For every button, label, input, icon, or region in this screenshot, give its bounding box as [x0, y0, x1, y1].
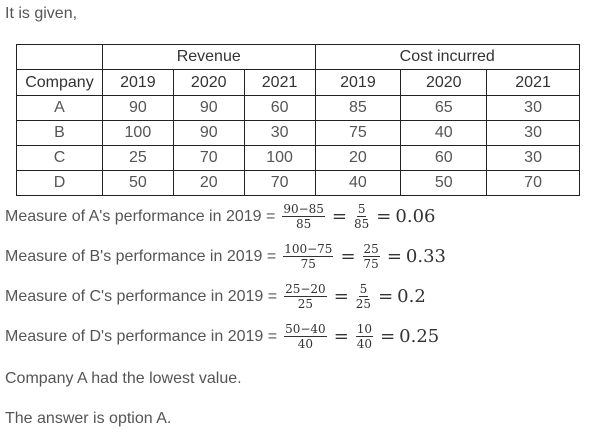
denominator: 25	[297, 297, 314, 311]
measure-line-d: Measure of D's performance in 2019 = 50−…	[5, 323, 439, 350]
equals-sign: =	[333, 286, 349, 307]
fraction: 90−85 85	[282, 203, 325, 230]
column-header: 2019	[314, 69, 402, 96]
table-cell: 20	[172, 170, 245, 196]
table-cell: 65	[400, 95, 488, 121]
group-header-revenue: Revenue	[101, 44, 316, 70]
table-cell: C	[16, 145, 103, 171]
table-cell: B	[16, 120, 103, 146]
fraction: 100−75 75	[283, 242, 334, 271]
denominator: 75	[300, 257, 316, 271]
equals-sign: =	[380, 326, 396, 347]
table-cell: 85	[314, 95, 402, 121]
table-cell: 50	[400, 170, 488, 196]
table-cell: 20	[314, 145, 402, 171]
fraction: 50−40 40	[284, 323, 327, 350]
table-cell: 70	[486, 170, 580, 196]
table-cell: 60	[400, 145, 488, 171]
equals-sign: =	[376, 206, 392, 227]
answer-text: The answer is option A.	[5, 410, 172, 427]
formula: 90−85 85 = 5 85 = 0.06	[279, 203, 435, 230]
fraction: 25−20 25	[284, 283, 327, 310]
group-header-cost: Cost incurred	[314, 44, 581, 70]
group-header-row: Revenue Cost incurred	[16, 44, 581, 70]
formula: 50−40 40 = 10 40 = 0.25	[281, 323, 439, 350]
table-cell: D	[16, 170, 103, 196]
table-cell: 30	[486, 145, 580, 171]
intro-text: It is given,	[5, 5, 78, 22]
numerator: 5	[356, 202, 367, 217]
numerator: 25	[362, 242, 380, 257]
fraction: 5 85	[354, 203, 369, 230]
table-cell: 90	[101, 95, 174, 121]
table-cell: 100	[101, 120, 174, 146]
formula: 25−20 25 = 5 25 = 0.2	[281, 283, 426, 310]
equals-sign: =	[331, 206, 348, 227]
table-cell: 100	[243, 145, 316, 171]
result-value: 0.25	[399, 326, 440, 347]
table-row: C 25 70 100 20 60 30	[16, 145, 580, 171]
column-header: 2019	[101, 69, 174, 96]
result-value: 0.06	[395, 206, 436, 227]
table-cell: 90	[172, 120, 245, 146]
column-header: 2021	[486, 69, 580, 96]
data-table: Revenue Cost incurred Company 2019 2020 …	[16, 44, 581, 196]
group-header-empty	[16, 44, 103, 70]
fraction: 5 25	[356, 283, 371, 310]
numerator: 100−75	[283, 242, 334, 257]
table-cell: 60	[243, 95, 316, 121]
column-header: Company	[16, 69, 103, 96]
column-header: 2020	[400, 69, 488, 96]
numerator: 5	[358, 282, 369, 297]
measure-line-a: Measure of A's performance in 2019 = 90−…	[5, 203, 435, 230]
denominator: 25	[355, 297, 372, 311]
result-value: 0.2	[397, 286, 426, 307]
table-cell: 40	[314, 170, 402, 196]
column-header: 2021	[243, 69, 316, 96]
table-cell: 30	[486, 95, 580, 121]
table-row: D 50 20 70 40 50 70	[16, 170, 580, 196]
fraction: 25 75	[362, 242, 380, 271]
denominator: 40	[297, 337, 314, 351]
table-cell: 50	[101, 170, 174, 196]
numerator: 10	[355, 322, 374, 337]
column-header-row: Company 2019 2020 2021 2019 2020 2021	[16, 69, 580, 96]
table-cell: 70	[172, 145, 245, 171]
equals-sign: =	[333, 326, 349, 347]
numerator: 50−40	[284, 322, 327, 337]
formula: 100−75 75 = 25 75 = 0.33	[280, 243, 446, 270]
fraction: 10 40	[355, 322, 374, 351]
measure-label: Measure of A's performance in 2019 =	[5, 207, 276, 225]
result-value: 0.33	[405, 246, 446, 267]
column-header: 2020	[172, 69, 245, 96]
table-cell: 70	[243, 170, 316, 196]
numerator: 90−85	[282, 202, 325, 217]
denominator: 75	[363, 257, 379, 271]
table-cell: A	[16, 95, 103, 121]
table-row: B 100 90 30 75 40 30	[16, 120, 580, 146]
table-cell: 30	[243, 120, 316, 146]
equals-sign: =	[386, 246, 402, 267]
measure-line-c: Measure of C's performance in 2019 = 25−…	[5, 283, 426, 310]
denominator: 85	[354, 217, 370, 231]
equals-sign: =	[378, 286, 394, 307]
denominator: 85	[295, 217, 312, 231]
measure-label: Measure of D's performance in 2019 =	[5, 327, 278, 345]
equals-sign: =	[340, 246, 356, 267]
measure-line-b: Measure of B's performance in 2019 = 100…	[5, 243, 446, 270]
table-cell: 25	[101, 145, 174, 171]
table-cell: 90	[172, 95, 245, 121]
numerator: 25−20	[284, 282, 327, 297]
table-cell: 75	[314, 120, 402, 146]
table-cell: 40	[400, 120, 488, 146]
conclusion-text: Company A had the lowest value.	[5, 370, 242, 387]
denominator: 40	[356, 337, 373, 351]
table-cell: 30	[486, 120, 580, 146]
measure-label: Measure of B's performance in 2019 =	[5, 247, 277, 265]
measure-label: Measure of C's performance in 2019 =	[5, 287, 278, 305]
table-row: A 90 90 60 85 65 30	[16, 95, 580, 121]
